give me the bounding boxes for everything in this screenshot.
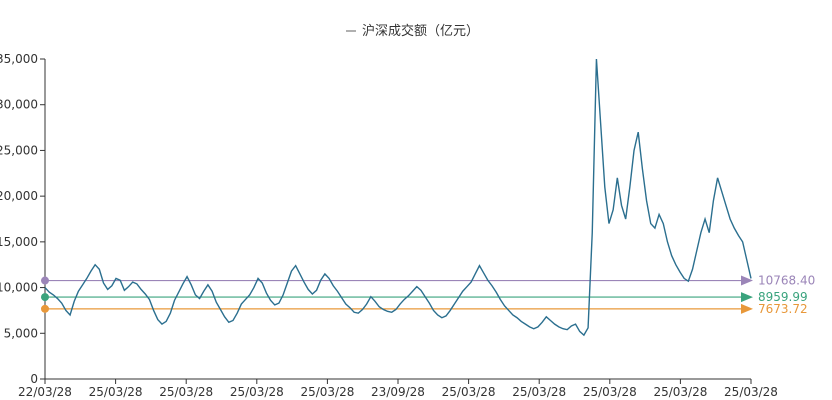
- y-tick-label: 10,000: [0, 281, 38, 295]
- reference-label: 7673.72: [758, 302, 808, 316]
- x-tick-label: 25/03/28: [300, 385, 354, 399]
- reference-arrow: [741, 275, 753, 286]
- x-tick-label: 25/03/28: [230, 385, 284, 399]
- y-tick-label: 25,000: [0, 143, 38, 157]
- y-axis: 0 5,000 10,000 15,000 20,000 25,000 30,000 35,0…: [0, 52, 46, 386]
- x-tick-label: 25/03/28: [512, 385, 566, 399]
- y-tick-label: 35,000: [0, 52, 38, 66]
- y-tick-label: 30,000: [0, 98, 38, 112]
- reference-label: 10768.40: [758, 274, 815, 288]
- reference-marker: [41, 293, 49, 302]
- y-tick-label: 15,000: [0, 235, 38, 249]
- reference-label: 8959.99: [758, 290, 808, 304]
- x-tick-label: 23/09/28: [371, 385, 425, 399]
- y-tick-label: 5,000: [4, 326, 38, 340]
- x-tick-label: 22/03/28: [18, 385, 72, 399]
- x-tick-label: 25/03/28: [442, 385, 496, 399]
- y-tick-label: 0: [30, 372, 38, 386]
- legend-label: 沪深成交额（亿元）: [362, 23, 479, 39]
- x-tick-label: 25/03/28: [724, 385, 778, 399]
- x-tick-label: 25/03/28: [653, 385, 707, 399]
- y-tick-label: 20,000: [0, 189, 38, 203]
- reference-marker: [41, 304, 49, 313]
- reference-arrow: [741, 303, 753, 314]
- reference-marker: [41, 276, 49, 285]
- x-tick-label: 25/03/28: [583, 385, 637, 399]
- reference-arrow: [741, 292, 753, 303]
- series-line: [44, 58, 752, 337]
- legend[interactable]: 沪深成交额（亿元）: [346, 23, 479, 39]
- x-tick-label: 25/03/28: [89, 385, 143, 399]
- x-tick-label: 25/03/28: [159, 385, 213, 399]
- x-axis: 22/03/28 25/03/28 25/03/28 25/03/28 25/03/28…: [18, 378, 778, 399]
